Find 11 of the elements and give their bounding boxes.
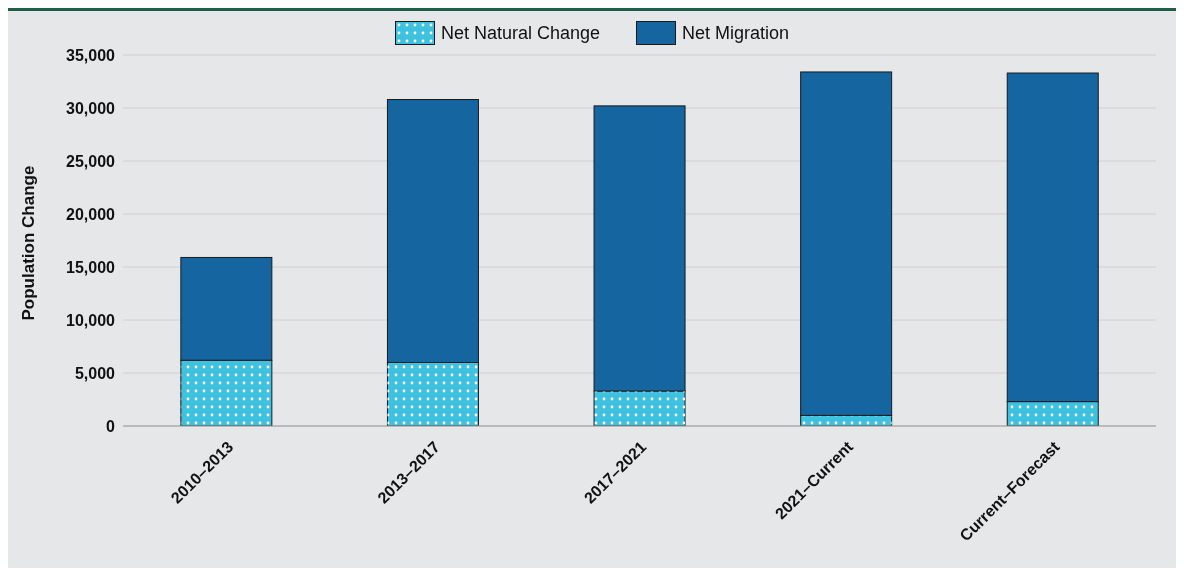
y-tick-label: 15,000 — [66, 258, 116, 276]
y-tick-label: 20,000 — [66, 205, 116, 223]
y-tick-label: 30,000 — [66, 99, 116, 117]
legend-label: Net Natural Change — [440, 22, 601, 44]
y-axis-title: Population Change — [19, 165, 39, 321]
y-tick-label: 0 — [106, 417, 116, 435]
y-tick-label: 35,000 — [66, 46, 116, 64]
y-tick-label: 10,000 — [66, 311, 116, 329]
legend-label: Net Migration — [682, 22, 790, 44]
y-tick-label: 5,000 — [74, 364, 116, 382]
y-tick-label: 25,000 — [66, 152, 116, 170]
